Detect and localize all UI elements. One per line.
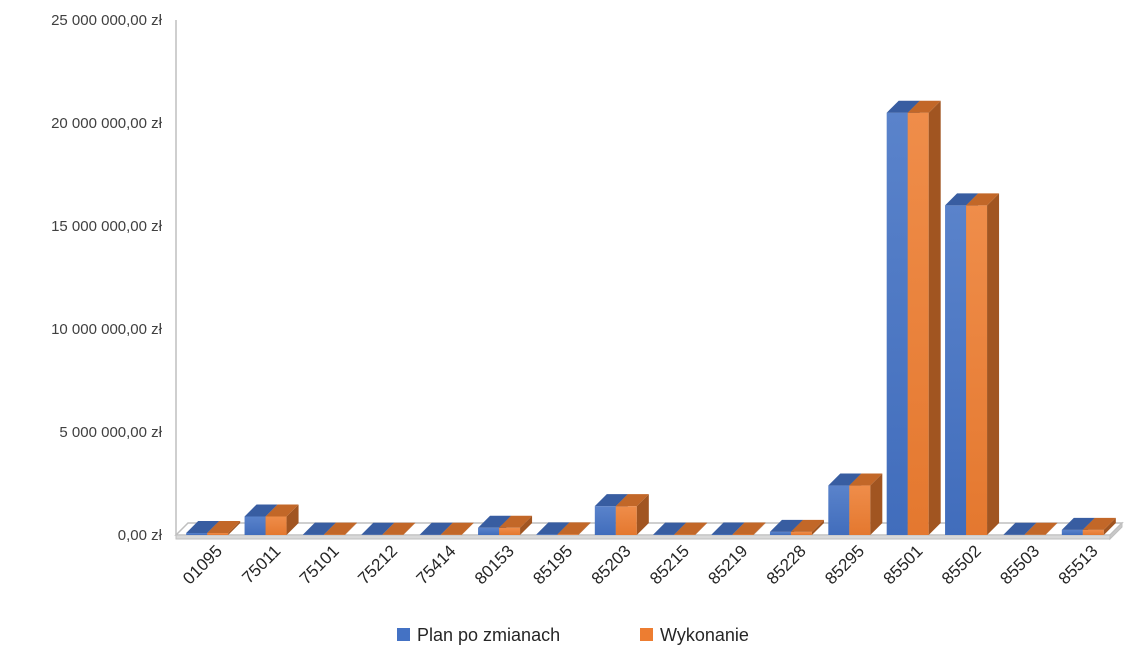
- y-tick-label: 5 000 000,00 zł: [59, 424, 162, 441]
- legend-item: Wykonanie: [640, 625, 749, 645]
- x-tick-label: 85215: [646, 541, 693, 588]
- legend-swatch: [640, 628, 653, 641]
- bar-85228-wykonanie: [790, 519, 824, 535]
- x-tick-label: 85513: [1055, 541, 1102, 588]
- bar-01095-wykonanie: [207, 520, 241, 535]
- x-tick-label: 80153: [471, 541, 518, 588]
- x-tick-label: 75414: [413, 541, 460, 588]
- x-tick-label: 85502: [938, 541, 985, 588]
- x-tick-label: 85503: [996, 541, 1043, 588]
- x-tick-label: 75011: [238, 541, 284, 587]
- x-tick-label: 01095: [179, 541, 226, 588]
- legend-swatch: [397, 628, 410, 641]
- legend-item: Plan po zmianach: [397, 625, 560, 645]
- x-tick-labels: 01095 75011 75101 75212 75414 80153 85195 85203…: [179, 541, 1101, 588]
- bar-85501-wykonanie: [907, 100, 941, 535]
- bar-85513-wykonanie: [1082, 517, 1116, 535]
- bar-75101-wykonanie: [323, 522, 357, 535]
- x-tick-label: 85295: [821, 541, 868, 588]
- bar-75414-wykonanie: [440, 522, 474, 535]
- bar-85502-wykonanie: [966, 193, 1000, 535]
- bar-85503-wykonanie: [1024, 522, 1058, 535]
- bar-85295-wykonanie: [849, 473, 883, 535]
- y-tick-label: 25 000 000,00 zł: [51, 12, 163, 29]
- y-tick-label: 10 000 000,00 zł: [51, 321, 163, 338]
- x-tick-label: 85501: [880, 541, 927, 588]
- y-tick-labels: 0,00 zł 5 000 000,00 zł 10 000 000,00 zł 15…: [51, 12, 163, 544]
- bars: [186, 100, 1116, 535]
- x-tick-label: 85219: [705, 541, 752, 588]
- bar-85203-wykonanie: [615, 494, 649, 535]
- y-tick-label: 20 000 000,00 zł: [51, 115, 163, 132]
- bar-75212-wykonanie: [382, 522, 416, 535]
- floor-side: [1109, 521, 1123, 541]
- y-tick-label: 0,00 zł: [118, 527, 163, 544]
- x-tick-label: 85195: [529, 541, 576, 588]
- x-tick-label: 85228: [763, 541, 810, 588]
- bar-80153-wykonanie: [499, 515, 533, 535]
- bar-85195-wykonanie: [557, 522, 591, 535]
- bar-75011-wykonanie: [265, 504, 299, 535]
- bar-85215-wykonanie: [674, 522, 708, 535]
- legend-label: Plan po zmianach: [417, 625, 560, 645]
- x-tick-label: 75212: [354, 541, 401, 588]
- legend: Plan po zmianach Wykonanie: [397, 625, 749, 645]
- bar-85219-wykonanie: [732, 522, 766, 535]
- y-tick-label: 15 000 000,00 zł: [51, 218, 163, 235]
- x-tick-label: 85203: [588, 541, 635, 588]
- floor-front: [175, 534, 1111, 540]
- legend-label: Wykonanie: [660, 625, 749, 645]
- x-tick-label: 75101: [296, 541, 343, 588]
